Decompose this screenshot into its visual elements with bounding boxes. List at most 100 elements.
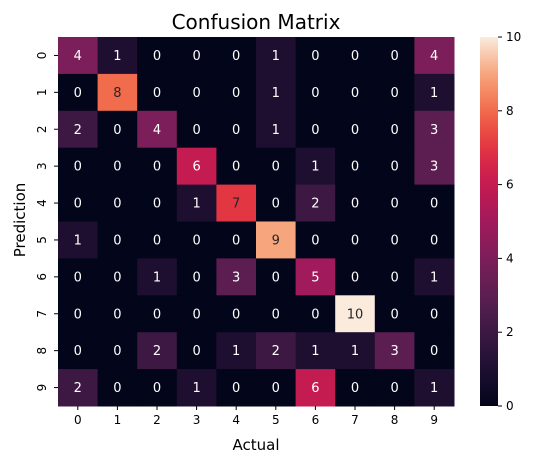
heatmap-cell-r3-c5 — [256, 147, 297, 186]
heatmap-cell-r7-c3 — [176, 295, 217, 333]
colorbar-tick-label: 4 — [506, 251, 514, 265]
heatmap-cell-r3-c8 — [374, 147, 415, 186]
heatmap-cell-r8-c3 — [176, 332, 217, 370]
cell-value-label: 0 — [351, 123, 359, 138]
heatmap-cell-r1-c7 — [335, 73, 376, 112]
x-tick-label: 4 — [232, 413, 240, 427]
heatmap-cell-r1-c3 — [176, 73, 217, 112]
cell-value-label: 0 — [113, 307, 121, 322]
heatmap-cell-r6-c4 — [216, 258, 257, 296]
cell-value-label: 0 — [192, 344, 200, 359]
colorbar-tick-label: 6 — [506, 178, 514, 192]
colorbar-tick-label: 8 — [506, 104, 514, 118]
chart-title: Confusion Matrix — [172, 10, 341, 34]
heatmap-cell-r2-c6 — [295, 110, 336, 149]
heatmap-cell-r3-c3 — [176, 147, 217, 186]
cell-value-label: 6 — [311, 381, 319, 396]
cell-value-label: 0 — [232, 233, 240, 248]
heatmap-cell-r5-c5 — [256, 221, 297, 259]
colorbar-ticks: 0 2 4 6 8 10 — [498, 30, 521, 413]
heatmap-cell-r1-c5 — [256, 73, 297, 112]
cell-value-label: 0 — [192, 270, 200, 285]
cell-value-label: 0 — [351, 86, 359, 101]
cell-value-label: 0 — [390, 307, 398, 322]
heatmap-cell-r1-c4 — [216, 73, 257, 112]
cell-value-label: 1 — [430, 86, 438, 101]
cell-value-label: 1 — [311, 344, 319, 359]
heatmap-cell-r2-c4 — [216, 110, 257, 149]
cell-value-label: 1 — [311, 160, 319, 175]
heatmap-cell-r0-c4 — [216, 37, 257, 75]
heatmap-cell-r0-c6 — [295, 37, 336, 75]
heatmap-cell-r9-c5 — [256, 369, 297, 407]
cell-value-label: 0 — [390, 270, 398, 285]
y-tick-label: 5 — [35, 236, 49, 244]
cell-value-label: 0 — [74, 86, 82, 101]
heatmap-cell-r5-c3 — [176, 221, 217, 259]
heatmap-cell-r5-c9 — [414, 221, 455, 259]
x-tick-label: 8 — [391, 413, 399, 427]
cell-value-label: 5 — [311, 270, 319, 285]
y-axis-label: Prediction — [11, 183, 29, 258]
cell-value-label: 0 — [74, 270, 82, 285]
cell-value-label: 1 — [272, 86, 280, 101]
cell-value-label: 0 — [430, 344, 438, 359]
cell-value-label: 0 — [192, 86, 200, 101]
cell-value-label: 0 — [430, 233, 438, 248]
cell-value-label: 0 — [74, 307, 82, 322]
cell-labels: 4 1 0 0 0 1 0 0 0 40 8 0 0 0 1 0 0 0 12 0 4 0 0 1 0 0 0 30 0 0 6 0 0 1 0 0 3… — [74, 49, 439, 396]
cell-value-label: 0 — [351, 381, 359, 396]
cell-value-label: 0 — [113, 123, 121, 138]
y-tick-label: 1 — [35, 89, 49, 97]
y-tick-label: 3 — [35, 162, 49, 170]
cell-value-label: 0 — [153, 233, 161, 248]
heatmap-cell-r3-c4 — [216, 147, 257, 186]
heatmap-cell-r2-c7 — [335, 110, 376, 149]
heatmap-cell-r8-c9 — [414, 332, 455, 370]
heatmap-cell-r8-c4 — [216, 332, 257, 370]
heatmap-cell-r3-c7 — [335, 147, 376, 186]
cell-value-label: 0 — [232, 86, 240, 101]
cell-value-label: 0 — [74, 197, 82, 212]
x-tick-label: 2 — [153, 413, 161, 427]
cell-value-label: 0 — [113, 381, 121, 396]
cell-value-label: 3 — [232, 270, 240, 285]
cell-value-label: 0 — [351, 270, 359, 285]
cell-value-label: 0 — [192, 307, 200, 322]
heatmap-cell-r4-c2 — [137, 184, 178, 222]
y-tick-label: 6 — [35, 273, 49, 281]
heatmap-cell-r1-c8 — [374, 73, 415, 112]
heatmap-cell-r4-c6 — [295, 184, 336, 222]
heatmap-cell-r6-c0 — [58, 258, 99, 296]
heatmap-cell-r0-c7 — [335, 37, 376, 75]
cell-value-label: 3 — [430, 123, 438, 138]
cell-value-label: 0 — [74, 160, 82, 175]
cell-value-label: 10 — [347, 307, 364, 322]
y-axis-ticks: 0 1 2 3 4 5 6 7 8 9 — [35, 52, 58, 392]
cell-value-label: 0 — [351, 160, 359, 175]
heatmap-cell-r8-c7 — [335, 332, 376, 370]
heatmap-cell-r7-c9 — [414, 295, 455, 333]
heatmap-cell-r9-c3 — [176, 369, 217, 407]
heatmap-cell-r4-c7 — [335, 184, 376, 222]
heatmap-cell-r6-c8 — [374, 258, 415, 296]
cell-value-label: 6 — [192, 160, 200, 175]
cell-value-label: 0 — [272, 307, 280, 322]
x-tick-label: 0 — [74, 413, 82, 427]
cell-value-label: 2 — [153, 344, 161, 359]
heatmap-cell-r4-c3 — [176, 184, 217, 222]
y-tick-label: 9 — [35, 384, 49, 392]
heatmap-cell-r7-c5 — [256, 295, 297, 333]
heatmap-cell-r6-c6 — [295, 258, 336, 296]
y-tick-label: 0 — [35, 52, 49, 60]
colorbar-tick-label: 2 — [506, 325, 514, 339]
colorbar — [480, 37, 498, 406]
cell-value-label: 1 — [192, 381, 200, 396]
cell-value-label: 1 — [351, 344, 359, 359]
heatmap-cell-r9-c6 — [295, 369, 336, 407]
x-axis-ticks: 0 1 2 3 4 5 6 7 8 9 — [74, 406, 438, 427]
heatmap-cell-r1-c9 — [414, 73, 455, 112]
cell-value-label: 0 — [390, 123, 398, 138]
y-tick-label: 7 — [35, 310, 49, 318]
